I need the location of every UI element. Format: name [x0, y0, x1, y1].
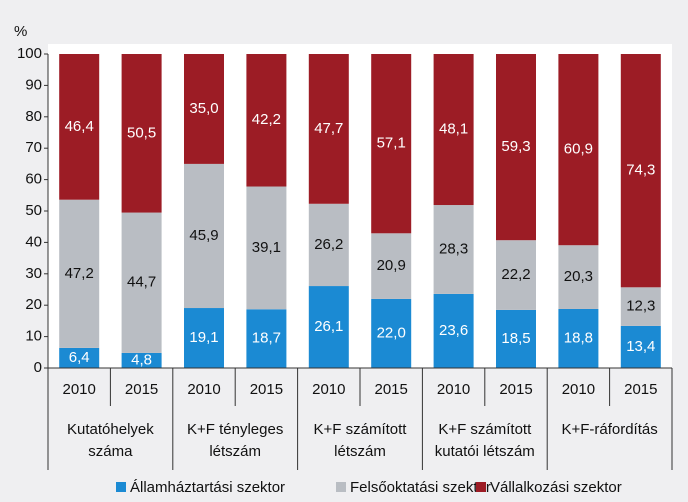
- bar-segment: [246, 186, 287, 310]
- bar-segment: [620, 325, 661, 368]
- value-label: 22,2: [501, 266, 530, 283]
- value-label: 47,7: [314, 120, 343, 137]
- value-label: 18,5: [501, 330, 530, 347]
- bar-segment: [371, 298, 412, 368]
- bar-segment: [433, 205, 474, 294]
- group-label: létszám: [334, 443, 386, 460]
- bar-segment: [433, 54, 474, 206]
- y-tick-label: 80: [25, 108, 42, 125]
- x-tick-label: 2015: [499, 381, 532, 398]
- bar-segment: [620, 54, 661, 288]
- value-label: 6,4: [69, 349, 90, 366]
- value-label: 26,1: [314, 318, 343, 335]
- y-tick-label: 90: [25, 76, 42, 93]
- bar-segment: [246, 309, 287, 368]
- bar-segment: [121, 54, 162, 213]
- y-tick-label: 10: [25, 328, 42, 345]
- group-label: Kutatóhelyek: [67, 421, 154, 438]
- value-label: 59,3: [501, 138, 530, 155]
- value-label: 12,3: [626, 298, 655, 315]
- value-label: 57,1: [377, 135, 406, 152]
- bar-segment: [121, 352, 162, 368]
- legend-swatch: [116, 482, 126, 492]
- bar-segment: [246, 54, 287, 187]
- value-label: 42,2: [252, 111, 281, 128]
- x-tick-label: 2010: [562, 381, 595, 398]
- bar-segment: [308, 54, 349, 204]
- group-label: K+F tényleges: [187, 421, 283, 438]
- value-label: 18,7: [252, 330, 281, 347]
- value-label: 74,3: [626, 162, 655, 179]
- bar-segment: [308, 286, 349, 368]
- legend-label: Államháztartási szektor: [130, 479, 285, 496]
- value-label: 46,4: [65, 118, 94, 135]
- value-label: 45,9: [189, 227, 218, 244]
- x-tick-label: 2015: [624, 381, 657, 398]
- bar-segment: [371, 233, 412, 299]
- bar-segment: [184, 54, 224, 164]
- bar-segment: [558, 54, 599, 246]
- group-label: száma: [88, 443, 133, 460]
- bar-segment: [371, 54, 412, 234]
- value-label: 19,1: [189, 329, 218, 346]
- x-tick-label: 2015: [375, 381, 408, 398]
- value-label: 60,9: [564, 141, 593, 158]
- bar-segment: [558, 308, 599, 368]
- bar-segment: [308, 203, 349, 287]
- y-tick-label: 0: [34, 359, 42, 376]
- y-tick-label: 70: [25, 139, 42, 156]
- value-label: 26,2: [314, 236, 343, 253]
- value-label: 35,0: [189, 100, 218, 117]
- x-tick-label: 2010: [312, 381, 345, 398]
- y-tick-label: 100: [17, 45, 42, 62]
- group-label: létszám: [209, 443, 261, 460]
- bar-segment: [59, 54, 100, 200]
- legend-label: Felsőoktatási szektor: [350, 479, 491, 496]
- value-label: 13,4: [626, 338, 655, 355]
- bar-segment: [121, 212, 162, 353]
- y-tick-label: 20: [25, 296, 42, 313]
- value-label: 23,6: [439, 322, 468, 339]
- group-label: K+F-ráfordítás: [561, 421, 657, 438]
- value-label: 20,9: [377, 257, 406, 274]
- y-tick-label: 30: [25, 265, 42, 282]
- y-tick-label: 60: [25, 171, 42, 188]
- x-tick-label: 2010: [437, 381, 470, 398]
- value-label: 28,3: [439, 240, 468, 257]
- group-label: K+F számított: [314, 421, 408, 438]
- x-tick-label: 2015: [125, 381, 158, 398]
- bar-segment: [496, 54, 536, 241]
- bar-segment: [620, 287, 661, 326]
- legend-swatch: [476, 482, 486, 492]
- legend-label: Vállalkozási szektor: [490, 479, 622, 496]
- x-tick-label: 2010: [187, 381, 220, 398]
- y-tick-label: 40: [25, 233, 42, 250]
- value-label: 44,7: [127, 274, 156, 291]
- x-tick-label: 2010: [63, 381, 96, 398]
- legend-swatch: [336, 482, 346, 492]
- bar-segment: [184, 163, 224, 309]
- value-label: 4,8: [131, 351, 152, 368]
- bar-segment: [59, 347, 100, 368]
- bar-segment: [433, 293, 474, 368]
- value-label: 18,8: [564, 329, 593, 346]
- group-label: kutatói létszám: [435, 443, 535, 460]
- x-tick-label: 2015: [250, 381, 283, 398]
- bar-segment: [59, 199, 100, 348]
- value-label: 50,5: [127, 124, 156, 141]
- bar-segment: [184, 308, 224, 368]
- bar-segment: [558, 245, 599, 309]
- value-label: 20,3: [564, 268, 593, 285]
- value-label: 48,1: [439, 120, 468, 137]
- value-label: 47,2: [65, 265, 94, 282]
- y-tick-label: 50: [25, 202, 42, 219]
- value-label: 39,1: [252, 239, 281, 256]
- bar-segment: [496, 309, 536, 368]
- y-axis-label: %: [14, 23, 27, 40]
- bar-segment: [496, 240, 536, 310]
- group-label: K+F számított: [438, 421, 532, 438]
- value-label: 22,0: [377, 324, 406, 341]
